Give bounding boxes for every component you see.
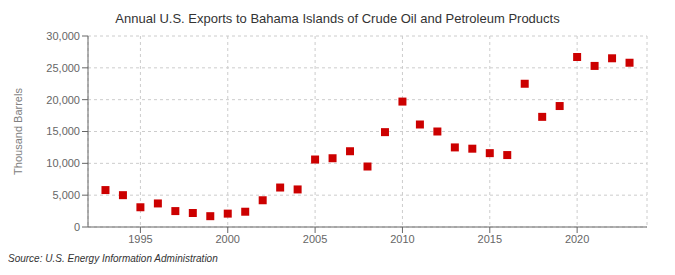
svg-text:2015: 2015: [478, 233, 502, 245]
svg-text:30,000: 30,000: [46, 30, 80, 42]
svg-text:2000: 2000: [216, 233, 240, 245]
svg-text:2020: 2020: [565, 233, 589, 245]
svg-text:2005: 2005: [303, 233, 327, 245]
svg-text:5,000: 5,000: [52, 189, 80, 201]
svg-text:0: 0: [74, 221, 80, 233]
svg-text:15,000: 15,000: [46, 125, 80, 137]
svg-text:20,000: 20,000: [46, 94, 80, 106]
svg-text:1995: 1995: [128, 233, 152, 245]
svg-text:Thousand Barrels: Thousand Barrels: [12, 88, 24, 175]
html-text:Annual U.S. Exports to Bahama: Annual U.S. Exports to Bahama Islands of…: [115, 11, 560, 26]
svg-text:2010: 2010: [390, 233, 414, 245]
html-text:Source: U.S. Energy Informatio: Source: U.S. Energy Information Administ…: [8, 253, 218, 264]
svg-text:25,000: 25,000: [46, 62, 80, 74]
svg-text:10,000: 10,000: [46, 157, 80, 169]
